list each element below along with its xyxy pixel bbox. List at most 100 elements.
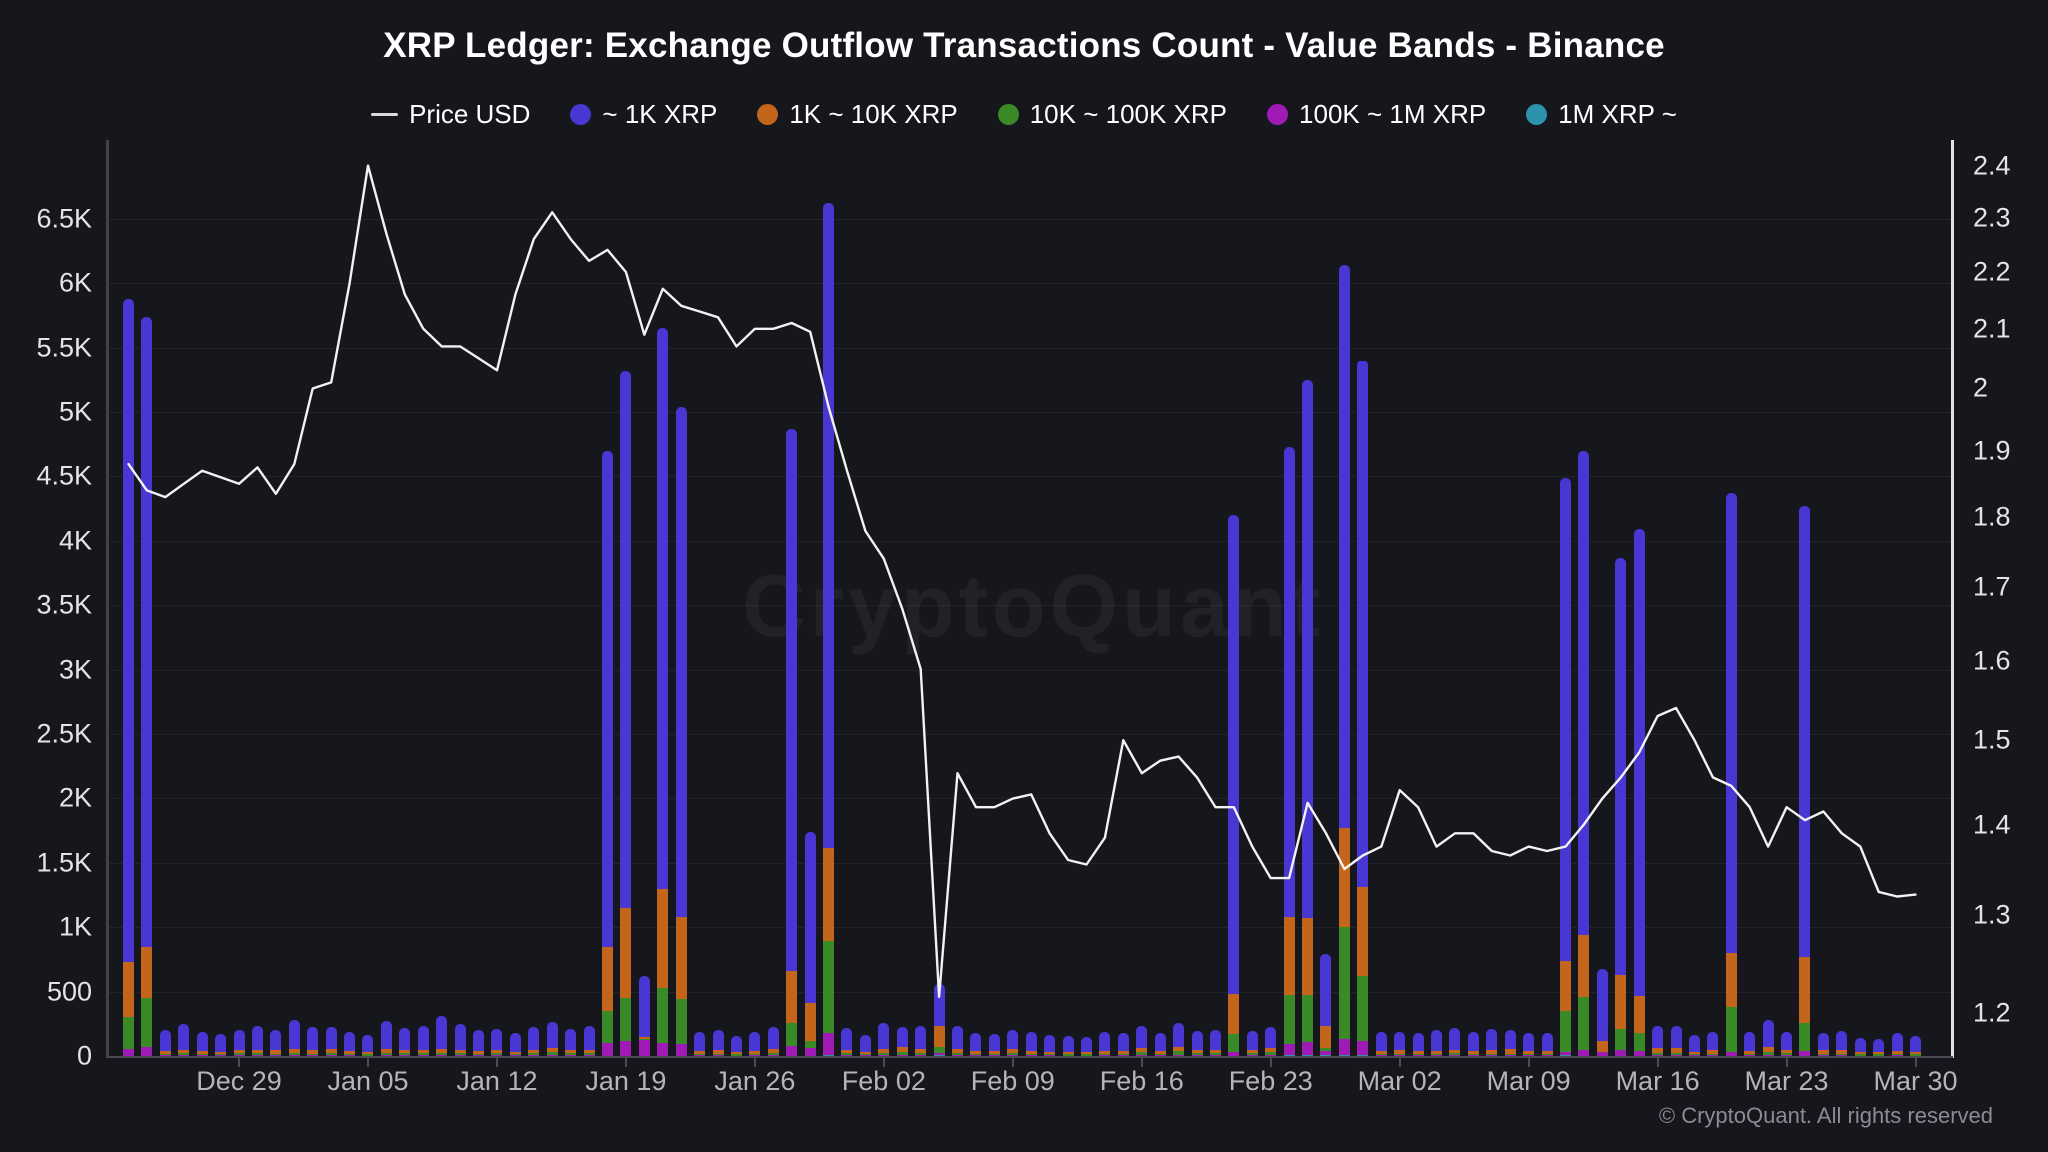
stacked-bar[interactable]	[749, 1031, 761, 1056]
stacked-bar[interactable]	[270, 1029, 282, 1056]
stacked-bar[interactable]	[1246, 1030, 1258, 1056]
stacked-bar[interactable]	[601, 450, 613, 1056]
stacked-bar[interactable]	[178, 1024, 190, 1056]
stacked-bar[interactable]	[344, 1031, 356, 1056]
stacked-bar[interactable]	[454, 1024, 466, 1056]
stacked-bar[interactable]	[1449, 1027, 1461, 1056]
stacked-bar[interactable]	[1541, 1032, 1553, 1056]
stacked-bar[interactable]	[1375, 1031, 1387, 1056]
stacked-bar[interactable]	[657, 328, 669, 1056]
stacked-bar[interactable]	[730, 1036, 742, 1056]
stacked-bar[interactable]	[1504, 1030, 1516, 1056]
stacked-bar[interactable]	[1283, 446, 1295, 1056]
legend-item-1[interactable]: ~ 1K XRP	[570, 99, 717, 130]
stacked-bar[interactable]	[823, 203, 835, 1056]
stacked-bar[interactable]	[491, 1028, 503, 1056]
stacked-bar[interactable]	[1873, 1038, 1885, 1056]
stacked-bar[interactable]	[528, 1027, 540, 1056]
stacked-bar[interactable]	[1320, 954, 1332, 1056]
stacked-bar[interactable]	[841, 1027, 853, 1056]
stacked-bar[interactable]	[1817, 1033, 1829, 1056]
stacked-bar[interactable]	[1154, 1032, 1166, 1056]
stacked-bar[interactable]	[565, 1028, 577, 1056]
stacked-bar[interactable]	[1891, 1032, 1903, 1056]
stacked-bar[interactable]	[786, 428, 798, 1056]
stacked-bar[interactable]	[1394, 1032, 1406, 1056]
legend-item-2[interactable]: 1K ~ 10K XRP	[757, 99, 958, 130]
legend-item-5[interactable]: 1M XRP ~	[1526, 99, 1677, 130]
stacked-bar[interactable]	[1357, 360, 1369, 1056]
stacked-bar[interactable]	[546, 1022, 558, 1056]
stacked-bar[interactable]	[933, 983, 945, 1056]
stacked-bar[interactable]	[804, 831, 816, 1056]
stacked-bar[interactable]	[1781, 1031, 1793, 1056]
stacked-bar[interactable]	[1762, 1019, 1774, 1056]
stacked-bar[interactable]	[859, 1034, 871, 1056]
stacked-bar[interactable]	[1062, 1036, 1074, 1056]
stacked-bar[interactable]	[1007, 1029, 1019, 1056]
stacked-bar[interactable]	[1044, 1034, 1056, 1056]
stacked-bar[interactable]	[1799, 506, 1811, 1056]
stacked-bar[interactable]	[915, 1025, 927, 1056]
stacked-bar[interactable]	[509, 1033, 521, 1056]
stacked-bar[interactable]	[1725, 493, 1737, 1056]
stacked-bar[interactable]	[1707, 1032, 1719, 1056]
stacked-bar[interactable]	[1652, 1025, 1664, 1056]
stacked-bar[interactable]	[878, 1023, 890, 1056]
stacked-bar[interactable]	[380, 1021, 392, 1056]
stacked-bar[interactable]	[251, 1025, 263, 1056]
stacked-bar[interactable]	[1302, 379, 1314, 1056]
stacked-bar[interactable]	[233, 1029, 245, 1056]
stacked-bar[interactable]	[1191, 1030, 1203, 1056]
stacked-bar[interactable]	[1080, 1037, 1092, 1056]
stacked-bar[interactable]	[1136, 1025, 1148, 1056]
stacked-bar[interactable]	[1486, 1028, 1498, 1056]
stacked-bar[interactable]	[1209, 1030, 1221, 1056]
stacked-bar[interactable]	[1633, 529, 1645, 1056]
stacked-bar[interactable]	[1615, 557, 1627, 1056]
stacked-bar[interactable]	[288, 1019, 300, 1056]
stacked-bar[interactable]	[712, 1029, 724, 1056]
stacked-bar[interactable]	[159, 1030, 171, 1056]
stacked-bar[interactable]	[1670, 1026, 1682, 1056]
stacked-bar[interactable]	[1910, 1036, 1922, 1056]
legend-item-0[interactable]: Price USD	[371, 99, 530, 130]
stacked-bar[interactable]	[1596, 969, 1608, 1056]
stacked-bar[interactable]	[1523, 1033, 1535, 1056]
stacked-bar[interactable]	[896, 1026, 908, 1056]
stacked-bar[interactable]	[1854, 1037, 1866, 1056]
stacked-bar[interactable]	[694, 1031, 706, 1056]
stacked-bar[interactable]	[325, 1027, 337, 1056]
stacked-bar[interactable]	[583, 1025, 595, 1056]
stacked-bar[interactable]	[1117, 1032, 1129, 1056]
stacked-bar[interactable]	[473, 1029, 485, 1056]
stacked-bar[interactable]	[1836, 1031, 1848, 1056]
stacked-bar[interactable]	[675, 406, 687, 1056]
stacked-bar[interactable]	[638, 975, 650, 1056]
stacked-bar[interactable]	[988, 1034, 1000, 1056]
stacked-bar[interactable]	[436, 1016, 448, 1056]
stacked-bar[interactable]	[1025, 1032, 1037, 1056]
stacked-bar[interactable]	[1228, 515, 1240, 1056]
stacked-bar[interactable]	[767, 1026, 779, 1056]
stacked-bar[interactable]	[1265, 1027, 1277, 1056]
stacked-bar[interactable]	[1744, 1031, 1756, 1056]
stacked-bar[interactable]	[362, 1035, 374, 1056]
stacked-bar[interactable]	[1467, 1031, 1479, 1056]
stacked-bar[interactable]	[1338, 265, 1350, 1056]
stacked-bar[interactable]	[1431, 1030, 1443, 1056]
stacked-bar[interactable]	[1578, 450, 1590, 1056]
legend-item-4[interactable]: 100K ~ 1M XRP	[1267, 99, 1486, 130]
stacked-bar[interactable]	[952, 1026, 964, 1056]
stacked-bar[interactable]	[1559, 477, 1571, 1056]
stacked-bar[interactable]	[196, 1031, 208, 1056]
stacked-bar[interactable]	[1688, 1035, 1700, 1056]
stacked-bar[interactable]	[141, 316, 153, 1056]
legend-item-3[interactable]: 10K ~ 100K XRP	[997, 99, 1227, 130]
stacked-bar[interactable]	[1099, 1031, 1111, 1056]
stacked-bar[interactable]	[1412, 1033, 1424, 1056]
stacked-bar[interactable]	[620, 370, 632, 1056]
stacked-bar[interactable]	[970, 1032, 982, 1056]
stacked-bar[interactable]	[1173, 1022, 1185, 1056]
